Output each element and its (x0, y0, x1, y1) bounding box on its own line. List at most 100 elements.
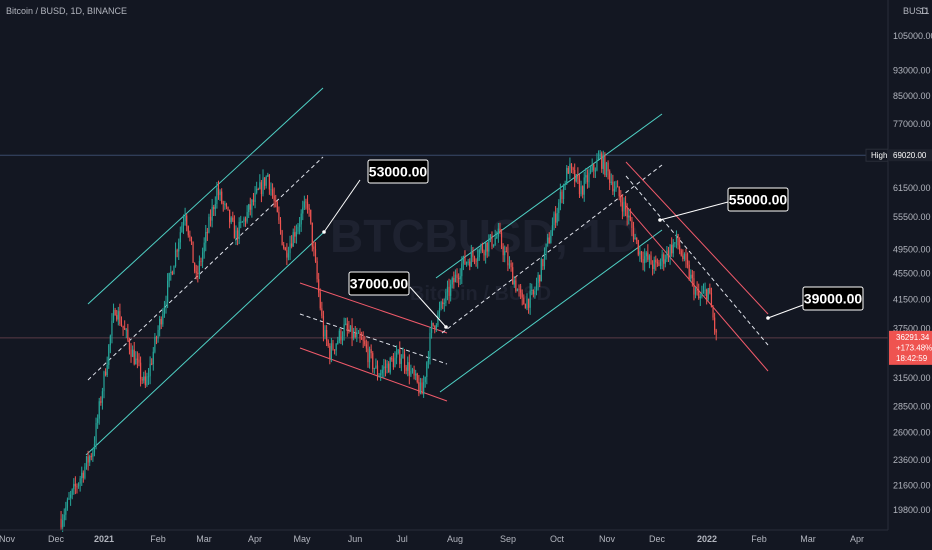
candle-body (504, 251, 506, 256)
candle-body (496, 236, 498, 238)
callout-pointer (409, 286, 447, 328)
channel-down-1-upper[interactable] (299, 282, 448, 334)
channel-up-1-upper[interactable] (87, 87, 324, 305)
callout-0[interactable]: 53000.00 (322, 159, 429, 234)
candle-body (714, 317, 716, 331)
candle-body (558, 202, 560, 213)
candle-body (311, 222, 313, 247)
candle-body (556, 212, 558, 223)
candle-body (427, 358, 429, 363)
candle-body (186, 215, 188, 227)
time-tick-label: Apr (850, 534, 864, 544)
annotation-callouts[interactable]: 53000.00 37000.00 55000.00 39000.00 (322, 159, 864, 329)
time-tick-label: Mar (196, 534, 212, 544)
callout-2[interactable]: 55000.00 (658, 187, 789, 222)
channel-down-2-upper[interactable] (625, 161, 769, 315)
candle-body (243, 218, 245, 222)
channel-up-2-lower[interactable] (439, 229, 663, 393)
candle-body (553, 213, 555, 226)
candle-body (632, 228, 635, 240)
candle-body (451, 277, 453, 285)
candle-body (82, 472, 84, 478)
candle-body (128, 339, 131, 350)
candle-body (694, 289, 697, 295)
candle-body (190, 237, 193, 242)
candle-body (454, 274, 457, 283)
candle-body (580, 186, 582, 195)
price-tick-label: 45500.00 (893, 269, 931, 279)
candle-body (376, 365, 379, 377)
price-tick-label: 23600.00 (893, 455, 931, 465)
channel-down-1-mid[interactable] (299, 313, 448, 365)
candle-body (402, 354, 404, 359)
axis-currency[interactable]: BUSD (903, 6, 929, 16)
candle-body (101, 391, 104, 403)
channel-up-1-mid[interactable] (87, 156, 324, 381)
candle-body (71, 489, 73, 495)
candle-body (260, 182, 263, 194)
candle-body (551, 225, 554, 236)
candle-body (394, 357, 396, 368)
candle-body (537, 274, 539, 284)
candle-body (77, 483, 80, 487)
candle-body (609, 171, 611, 183)
time-tick-label: 2022 (697, 534, 717, 544)
channel-drawings[interactable] (85, 87, 769, 456)
candle-body (469, 261, 471, 267)
candle-body (155, 337, 158, 339)
candle-body (343, 324, 345, 337)
candle-body (66, 499, 69, 508)
candle-body (348, 329, 350, 332)
channel-down-2-mid[interactable] (625, 175, 769, 346)
candle-body (462, 256, 464, 264)
callout-1[interactable]: 37000.00 (348, 271, 448, 329)
candle-body (227, 206, 229, 210)
callout-anchor (658, 218, 662, 222)
callout-box (727, 187, 789, 212)
candle-body (273, 195, 275, 201)
price-tick-label: 85000.00 (893, 91, 931, 101)
price-tick-label: 37500.00 (893, 324, 931, 334)
candle-body (488, 240, 490, 252)
price-tick-label: 28500.00 (893, 402, 931, 412)
candle-body (650, 255, 652, 265)
candle-body (644, 256, 646, 264)
candle-body (167, 280, 169, 303)
candle-body (706, 289, 708, 300)
time-tick-label: Sep (500, 534, 516, 544)
candle-body (147, 376, 150, 378)
candle-body (222, 202, 224, 204)
candle-body (112, 310, 115, 321)
time-axis[interactable]: Nov Dec 2021 Feb Mar Apr May Jun Jul Aug Sep Oct Nov… (0, 529, 888, 544)
candle-body (364, 340, 366, 345)
price-tick-label: 61500.00 (893, 183, 931, 193)
candle-body (337, 340, 339, 344)
candle-body (208, 216, 210, 233)
channel-up-1-lower[interactable] (85, 232, 324, 456)
candle-body (316, 261, 318, 280)
candle-body (540, 259, 542, 282)
candle-body (639, 251, 641, 255)
candle-body (249, 204, 251, 210)
candle-body (305, 201, 307, 203)
candle-body (588, 172, 590, 183)
axis-top-number: 11 (920, 6, 929, 16)
candle-body (532, 289, 534, 295)
candle-body (162, 314, 164, 325)
candle-body (655, 259, 657, 263)
candle-body (594, 170, 596, 172)
candle-body (683, 253, 686, 260)
candle-body (217, 188, 220, 196)
callout-3[interactable]: 39000.00 (766, 286, 864, 320)
candle-body (135, 358, 137, 365)
candle-body (601, 153, 603, 169)
candle-body (583, 177, 585, 195)
channel-up-2-upper[interactable] (435, 113, 663, 279)
candle-body (696, 289, 698, 291)
candle-body (74, 483, 76, 487)
candle-body (575, 174, 577, 182)
candle-body (472, 251, 474, 257)
candle-body (520, 289, 522, 293)
